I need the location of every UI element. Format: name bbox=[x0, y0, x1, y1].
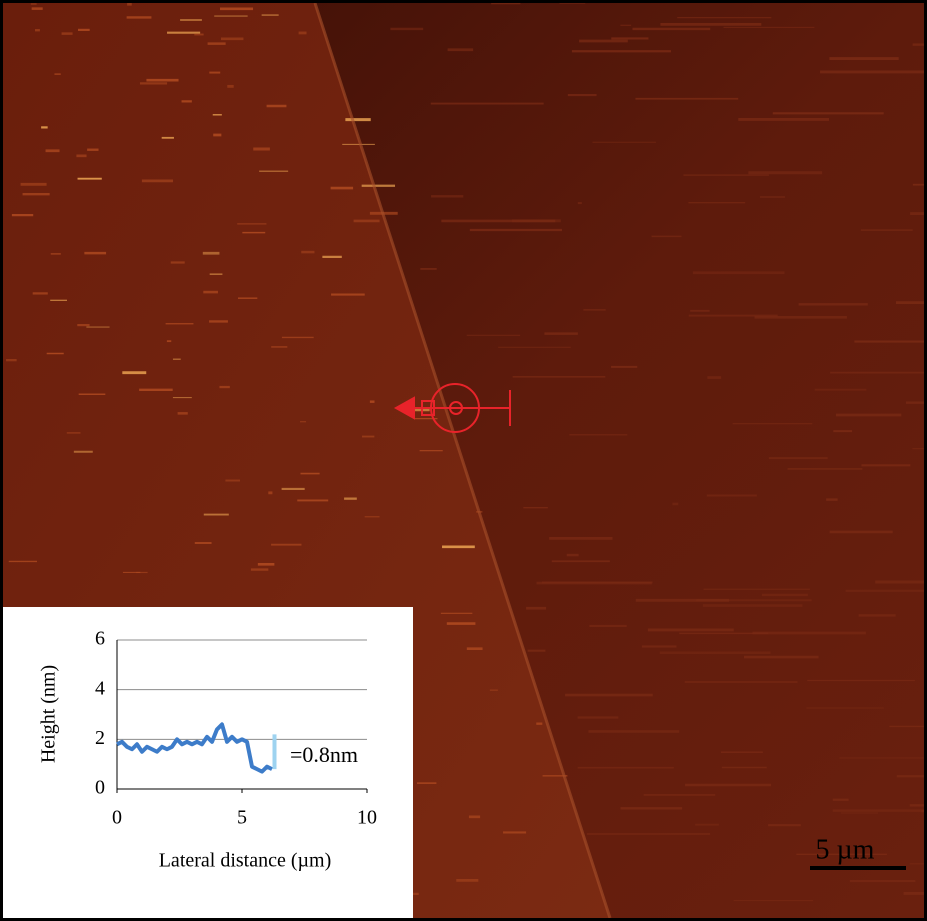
y-tick-label: 6 bbox=[95, 628, 105, 650]
x-tick-label: 5 bbox=[237, 807, 247, 829]
scale-bar bbox=[810, 866, 906, 870]
cursor-marker bbox=[393, 383, 511, 433]
y-tick-label: 2 bbox=[95, 727, 105, 749]
domain-boundary bbox=[313, 2, 612, 919]
scale-bar-label: 5 µm bbox=[816, 834, 875, 865]
inset bbox=[3, 607, 413, 918]
y-axis-label: Height (nm) bbox=[38, 665, 60, 763]
x-tick-label: 0 bbox=[112, 807, 122, 829]
annotation: =0.8nm bbox=[290, 742, 358, 767]
cursor-arrow bbox=[393, 396, 415, 420]
x-axis-label: Lateral distance (µm) bbox=[159, 850, 332, 872]
line-series bbox=[116, 722, 273, 774]
y-tick-label: 0 bbox=[95, 777, 105, 799]
y-tick-label: 4 bbox=[95, 677, 105, 699]
x-tick-label: 10 bbox=[357, 807, 377, 829]
